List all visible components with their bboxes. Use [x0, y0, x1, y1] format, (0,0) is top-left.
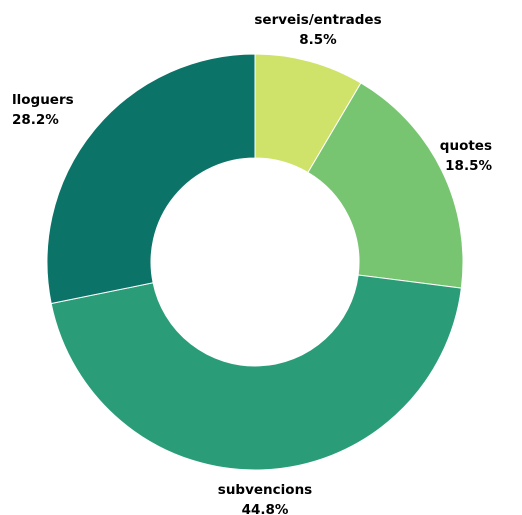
- slice-label-value: 28.2%: [12, 112, 59, 128]
- slice-label-value: 18.5%: [445, 158, 492, 174]
- slice-label-name: quotes: [440, 138, 492, 154]
- donut-slices: [46, 53, 464, 471]
- slice-label-name: lloguers: [12, 92, 74, 108]
- slice-subvencions: [50, 274, 462, 471]
- slice-label-name: serveis/entrades: [254, 12, 381, 28]
- slice-labels: serveis/entrades 8.5% quotes 18.5% subvencio…: [12, 12, 492, 515]
- slice-label-value: 8.5%: [299, 32, 337, 48]
- slice-quotes: [307, 82, 464, 289]
- slice-label-name: subvencions: [218, 482, 312, 498]
- slice-label-value: 44.8%: [242, 502, 289, 515]
- slice-lloguers: [46, 53, 256, 305]
